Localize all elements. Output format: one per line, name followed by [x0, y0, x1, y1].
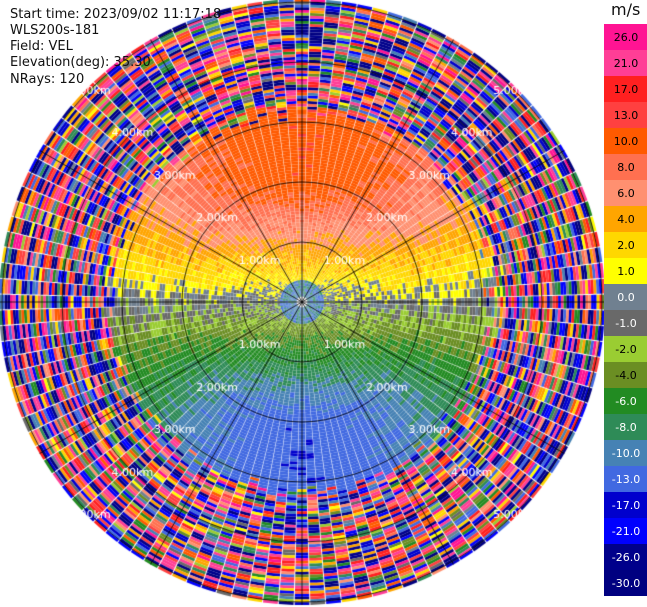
colorbar-tick-label: -17.0	[612, 499, 640, 512]
colorbar-swatch	[604, 518, 647, 545]
colorbar-swatch	[604, 362, 647, 389]
colorbar-tick-label: 0.0	[617, 291, 635, 304]
colorbar-swatch	[604, 24, 647, 51]
colorbar-tick-label: 21.0	[614, 57, 639, 70]
colorbar-swatch	[604, 388, 647, 415]
colorbar-unit: m/s	[611, 0, 641, 19]
colorbar-tick-label: -2.0	[615, 343, 636, 356]
colorbar-tick-label: -30.0	[612, 577, 640, 590]
colorbar-tick-label: -8.0	[615, 421, 636, 434]
colorbar: 26.0 21.0 17.0 13.0 10.0 8.0 6.0 4.0 2.0 1.0 0.0 -1…	[604, 24, 647, 596]
colorbar-tick-label: -6.0	[615, 395, 636, 408]
colorbar-swatch	[604, 258, 647, 285]
field-label: Field: VEL	[10, 39, 73, 54]
colorbar-tick-label: -1.0	[615, 317, 636, 330]
colorbar-swatch	[604, 284, 647, 311]
colorbar-tick-label: 8.0	[617, 161, 635, 174]
colorbar-swatch	[604, 76, 647, 103]
colorbar-swatch	[604, 232, 647, 259]
colorbar-tick-label: 4.0	[617, 213, 635, 226]
colorbar-tick-label: -13.0	[612, 473, 640, 486]
start-time-label: Start time: 2023/09/02 11:17:18	[10, 7, 222, 22]
colorbar-tick-label: 10.0	[614, 135, 639, 148]
colorbar-tick-label: -26.0	[612, 551, 640, 564]
colorbar-swatch	[604, 492, 647, 519]
colorbar-tick-label: 6.0	[617, 187, 635, 200]
elevation-label: Elevation(deg): 35.30	[10, 55, 151, 70]
colorbar-tick-label: -4.0	[615, 369, 636, 382]
colorbar-tick-label: -21.0	[612, 525, 640, 538]
colorbar-tick-label: 26.0	[614, 31, 639, 44]
colorbar-swatch	[604, 128, 647, 155]
instrument-label: WLS200s-181	[10, 23, 100, 38]
colorbar-swatch	[604, 310, 647, 337]
colorbar-swatch	[604, 336, 647, 363]
colorbar-swatch	[604, 440, 647, 467]
colorbar-tick-label: -10.0	[612, 447, 640, 460]
colorbar-swatch	[604, 180, 647, 207]
colorbar-tick-label: 1.0	[617, 265, 635, 278]
colorbar-swatch	[604, 570, 647, 596]
nrays-label: NRays: 120	[10, 72, 85, 87]
colorbar-tick-label: 17.0	[614, 83, 639, 96]
colorbar-swatch	[604, 102, 647, 129]
colorbar-swatch	[604, 414, 647, 441]
colorbar-tick-label: 2.0	[617, 239, 635, 252]
colorbar-swatch	[604, 206, 647, 233]
colorbar-swatch	[604, 544, 647, 571]
colorbar-swatch	[604, 466, 647, 493]
colorbar-swatch	[604, 50, 647, 77]
colorbar-tick-label: 13.0	[614, 109, 639, 122]
colorbar-swatch	[604, 154, 647, 181]
